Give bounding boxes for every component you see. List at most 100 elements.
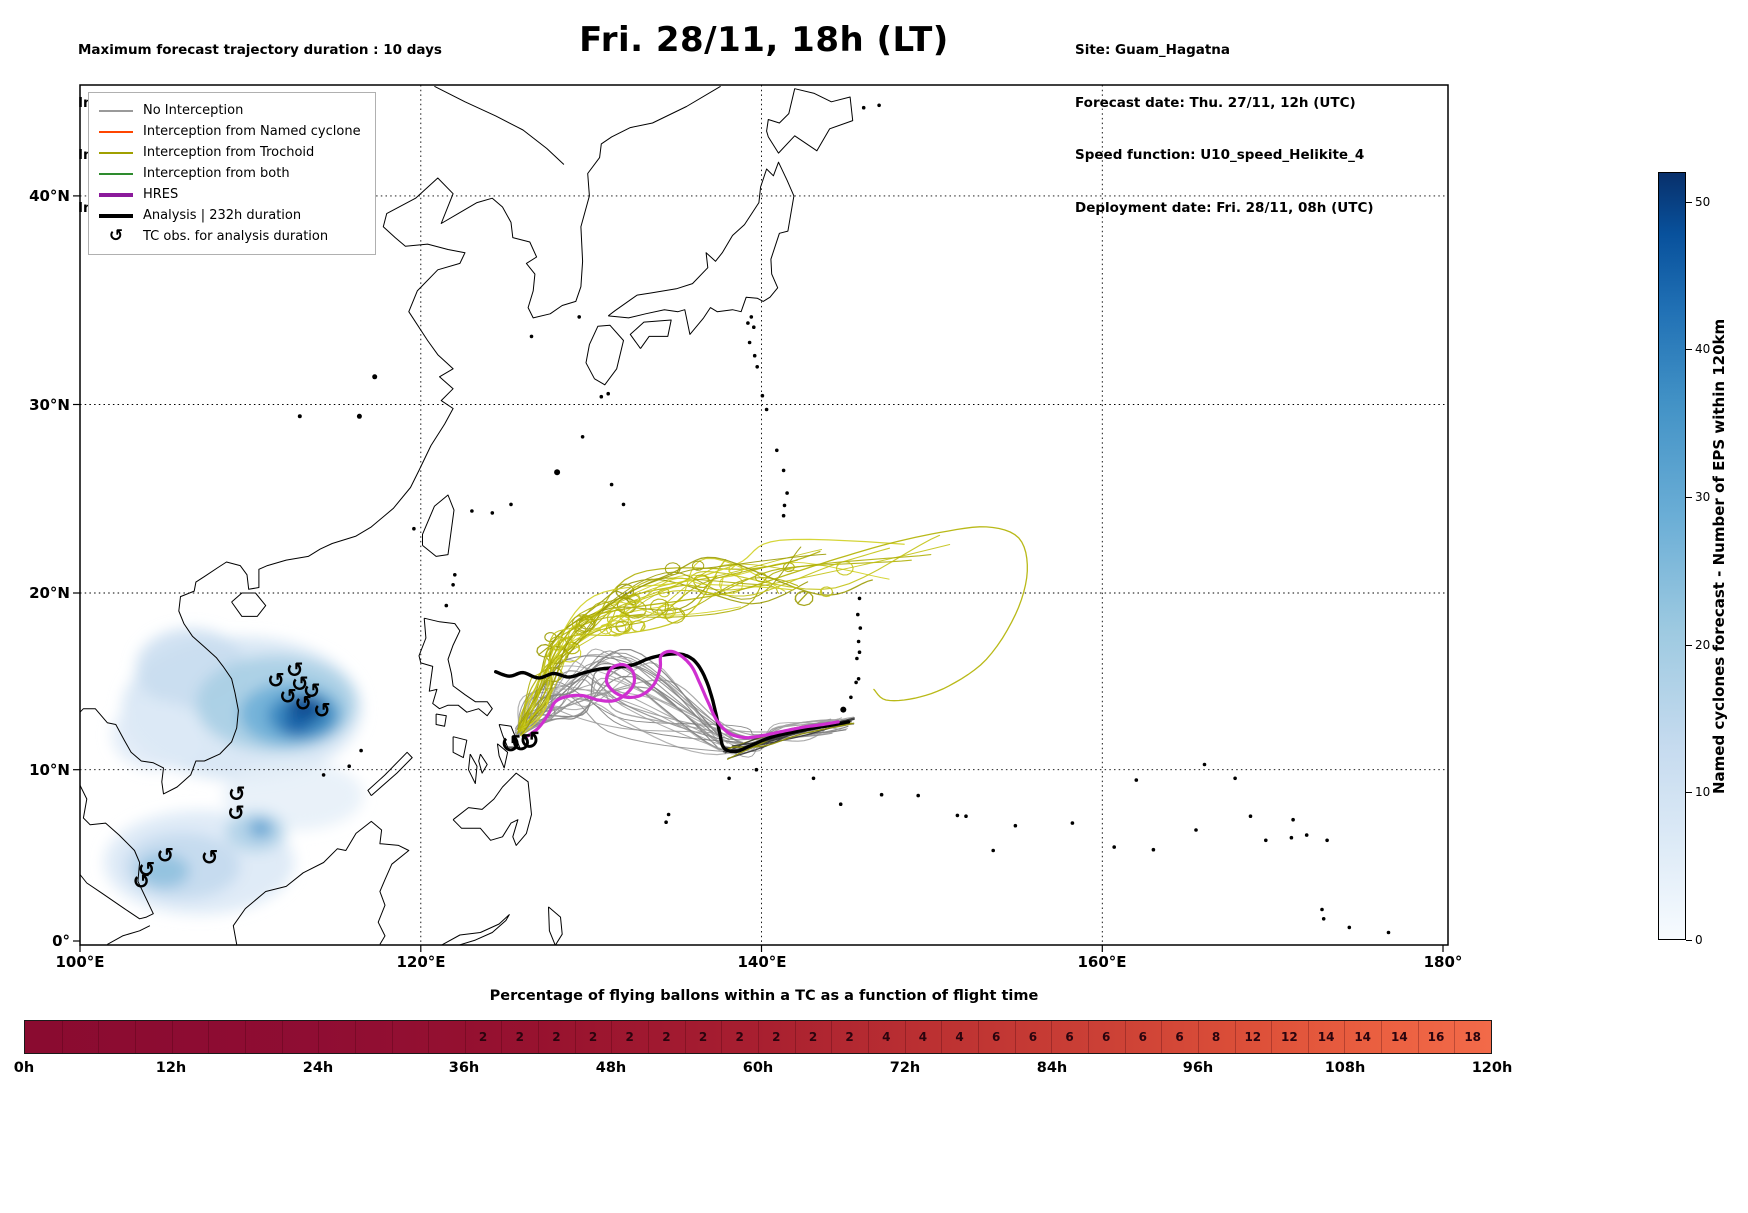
legend-item: Interception from Trochoid — [99, 142, 361, 163]
info-site: Site: Guam_Hagatna — [1075, 42, 1231, 58]
flight-bar-cell-separator — [134, 1021, 136, 1053]
flight-bar-tick-label: 12h — [155, 1060, 187, 1076]
flight-time-bar: 2 2 2 2 2 2 2 2 2 2 2 4 4 4 6 6 6 6 6 6 8 12 12 14 14 14 16 18 — [24, 1020, 1492, 1054]
cyclone-obs-icon: ↺ — [201, 845, 219, 869]
cyclone-obs-icon-bold: ↺ — [519, 726, 540, 755]
cyclone-obs-legend-icon: ↺ — [108, 226, 124, 246]
trajectory-map: ↺↺ ↺↺↺↺ ↺↺↺↺ ↺↺↺↺↺↺ — [73, 84, 1449, 952]
colorbar-tick-label: 10 — [1695, 785, 1711, 799]
flight-bar-cell-separator — [1197, 1021, 1199, 1053]
cyclone-obs-icon: ↺ — [132, 869, 150, 893]
flight-bar-cell-separator — [244, 1021, 246, 1053]
flight-bar-cell-separator — [1124, 1021, 1126, 1053]
flight-bar-cell-separator — [1454, 1021, 1456, 1053]
flight-bar-cell-value: 6 — [1028, 1030, 1038, 1044]
cyclone-obs-icon: ↺ — [303, 679, 321, 703]
flight-bar-cell-value: 2 — [478, 1030, 488, 1044]
flight-bar-cell-separator — [574, 1021, 576, 1053]
flight-bar-cell-value: 2 — [662, 1030, 671, 1044]
flight-bar-cell-value: 2 — [552, 1030, 561, 1044]
flight-bar-cell-separator — [977, 1021, 979, 1053]
map-legend: No Interception Interception from Named c… — [88, 92, 376, 255]
legend-line-swatch — [99, 130, 133, 133]
flight-bar-cell-separator — [1051, 1021, 1053, 1053]
flight-bar-tick-label: 0h — [13, 1060, 35, 1076]
legend-item: No Interception — [99, 100, 361, 121]
info-forecast-date: Forecast date: Thu. 27/11, 12h (UTC) — [1075, 94, 1356, 111]
flight-bar-cell-value: 6 — [1175, 1030, 1184, 1044]
cyclone-obs-icon: ↺ — [279, 684, 297, 708]
flight-bar-tick-label: 84h — [1036, 1060, 1068, 1076]
flight-bar-cell-value: 8 — [1211, 1030, 1221, 1044]
flight-bar-cell-separator — [904, 1021, 906, 1053]
legend-label: No Interception — [143, 103, 244, 118]
flight-bar-cell-separator — [758, 1021, 759, 1053]
flight-bar-tick-label: 120h — [1471, 1060, 1513, 1076]
figure-title: Fri. 28/11, 18h (LT) — [579, 20, 949, 60]
colorbar-tick-mark — [1686, 349, 1692, 350]
flight-bar-cell-separator — [1014, 1021, 1016, 1053]
info-deployment-date: Deployment date: Fri. 28/11, 08h (UTC) — [1075, 199, 1374, 216]
tc-obs-symbols: ↺↺ ↺↺↺↺ ↺↺↺↺ ↺↺↺↺↺↺ — [132, 658, 540, 893]
colorbar-tick-label: 40 — [1695, 342, 1711, 356]
flight-bar-cell-separator — [354, 1021, 356, 1053]
colorbar-tick-mark — [1686, 497, 1692, 498]
flight-bar-cell-value: 2 — [735, 1030, 744, 1044]
flight-bar-tick-label: 24h — [302, 1060, 334, 1076]
flight-bar-cell-value: 2 — [808, 1030, 818, 1044]
legend-label: Interception from both — [143, 166, 290, 181]
flight-bar-cell-separator — [428, 1021, 430, 1053]
legend-label: TC obs. for analysis duration — [143, 229, 329, 244]
flight-bar-cell-separator — [684, 1021, 686, 1053]
flight-bar-cell-separator — [208, 1021, 210, 1053]
flight-bar-cell-separator — [941, 1021, 943, 1053]
colorbar-tick-label: 0 — [1695, 933, 1703, 947]
flight-bar-cell-separator — [1161, 1021, 1163, 1053]
flight-bar-tick-label: 60h — [742, 1060, 774, 1076]
y-axis-tick-label: 10°N — [29, 761, 70, 779]
flight-bar-cell-separator — [98, 1021, 100, 1053]
flight-bar-cell-separator — [281, 1021, 283, 1053]
flight-bar-cell-separator — [171, 1021, 173, 1053]
flight-bar-cell-separator — [61, 1021, 63, 1053]
flight-bar-cell-separator — [501, 1021, 503, 1053]
flight-bar-tick-label: 96h — [1182, 1060, 1214, 1076]
flight-bar-cell-value: 12 — [1244, 1030, 1262, 1044]
x-axis-tick-label: 180° — [1423, 953, 1463, 971]
flight-bar-title: Percentage of flying ballons within a TC… — [489, 988, 1039, 1004]
legend-item: ↺ TC obs. for analysis duration — [99, 226, 361, 247]
y-axis-tick-label: 40°N — [29, 187, 70, 205]
legend-line — [99, 109, 133, 112]
flight-bar-cell-separator — [867, 1021, 869, 1053]
flight-bar-tick-label: 48h — [595, 1060, 627, 1076]
legend-label: Analysis | 232h duration — [143, 208, 302, 223]
cyclone-obs-icon: ↺ — [138, 857, 156, 881]
legend-line — [99, 151, 133, 154]
legend-line-swatch — [99, 172, 133, 175]
flight-bar-cell-value: 2 — [515, 1030, 524, 1044]
cyclone-obs-icon-bold: ↺ — [511, 729, 532, 758]
colorbar-tick-label: 20 — [1695, 638, 1711, 652]
cyclone-obs-icon-bold: ↺ — [501, 730, 522, 759]
cyclone-obs-icon: ↺ — [286, 658, 304, 682]
flight-bar-cell-separator — [1381, 1021, 1382, 1053]
flight-bar-cell-value: 2 — [588, 1030, 598, 1044]
flight-bar-cell-value: 2 — [772, 1030, 781, 1044]
flight-bar-cell-separator — [611, 1021, 613, 1053]
legend-label: Interception from Named cyclone — [143, 124, 361, 139]
legend-line — [99, 213, 133, 218]
colorbar-tick-mark — [1686, 792, 1692, 793]
colorbar-tick-label: 30 — [1695, 490, 1711, 504]
flight-bar-cell-value: 6 — [1138, 1030, 1147, 1044]
cyclone-obs-icon: ↺ — [227, 801, 245, 825]
flight-bar-cell-value: 4 — [918, 1030, 928, 1044]
flight-bar-cell-separator — [721, 1021, 723, 1053]
flight-bar-tick-label: 72h — [889, 1060, 921, 1076]
flight-bar-cell-value: 6 — [1065, 1030, 1074, 1044]
flight-bar-cell-separator — [1271, 1021, 1273, 1053]
flight-bar-cell-value: 16 — [1427, 1030, 1445, 1044]
flight-bar-cell-separator — [648, 1021, 649, 1053]
flight-bar-tick-label: 36h — [448, 1060, 480, 1076]
legend-line — [99, 192, 133, 197]
